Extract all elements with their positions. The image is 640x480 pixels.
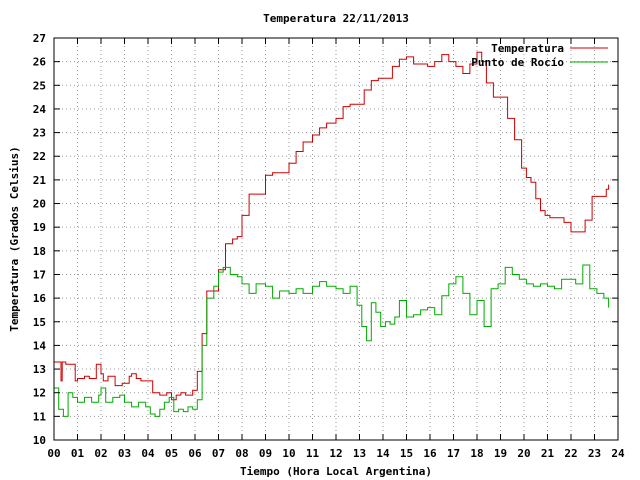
y-axis-label: Temperatura (Grados Celsius) bbox=[8, 146, 21, 331]
y-tick-label: 11 bbox=[33, 410, 47, 423]
legend-label-temperatura: Temperatura bbox=[491, 42, 564, 55]
y-tick-label: 18 bbox=[33, 245, 46, 258]
x-tick-label: 20 bbox=[517, 447, 530, 460]
y-tick-label: 21 bbox=[33, 174, 47, 187]
x-tick-label: 00 bbox=[47, 447, 60, 460]
x-tick-label: 15 bbox=[400, 447, 413, 460]
y-tick-label: 26 bbox=[33, 56, 47, 69]
y-tick-label: 22 bbox=[33, 150, 46, 163]
x-tick-label: 08 bbox=[235, 447, 248, 460]
x-tick-label: 16 bbox=[423, 447, 437, 460]
y-tick-label: 14 bbox=[33, 339, 47, 352]
x-tick-label: 11 bbox=[306, 447, 320, 460]
x-tick-label: 07 bbox=[212, 447, 225, 460]
x-tick-label: 12 bbox=[329, 447, 342, 460]
series-lines bbox=[54, 51, 610, 417]
y-tick-label: 12 bbox=[33, 387, 46, 400]
series-line-punto-de-rocio bbox=[54, 264, 610, 417]
x-tick-label: 01 bbox=[71, 447, 85, 460]
x-tick-label: 22 bbox=[564, 447, 577, 460]
y-tick-label: 20 bbox=[33, 198, 46, 211]
x-tick-label: 17 bbox=[447, 447, 460, 460]
x-tick-label: 06 bbox=[188, 447, 202, 460]
legend-label-punto-de-rocio: Punto de Rocío bbox=[471, 56, 564, 69]
x-tick-label: 13 bbox=[353, 447, 366, 460]
y-tick-label: 16 bbox=[33, 292, 47, 305]
y-tick-label: 13 bbox=[33, 363, 46, 376]
y-tick-label: 23 bbox=[33, 127, 46, 140]
x-tick-label: 24 bbox=[611, 447, 625, 460]
series-line-temperatura bbox=[54, 51, 610, 401]
x-tick-label: 03 bbox=[118, 447, 131, 460]
x-tick-label: 05 bbox=[165, 447, 178, 460]
x-tick-label: 19 bbox=[494, 447, 507, 460]
y-tick-label: 27 bbox=[33, 32, 46, 45]
legend: Temperatura Punto de Rocío bbox=[471, 42, 608, 69]
x-tick-label: 09 bbox=[259, 447, 272, 460]
axis-ticks: 00 01 02 03 04 05 06 07 08 09 10 11 12 13 14 15 16 17 18 19… bbox=[33, 32, 625, 460]
x-tick-label: 04 bbox=[141, 447, 155, 460]
chart-title: Temperatura 22/11/2013 bbox=[263, 12, 409, 25]
y-tick-label: 19 bbox=[33, 221, 46, 234]
x-tick-label: 10 bbox=[282, 447, 295, 460]
y-tick-label: 25 bbox=[33, 79, 46, 92]
y-tick-label: 24 bbox=[33, 103, 47, 116]
x-tick-label: 18 bbox=[470, 447, 483, 460]
y-tick-label: 15 bbox=[33, 316, 46, 329]
x-tick-label: 23 bbox=[588, 447, 601, 460]
x-tick-label: 14 bbox=[376, 447, 390, 460]
y-tick-label: 10 bbox=[33, 434, 46, 447]
x-tick-label: 21 bbox=[541, 447, 555, 460]
grid bbox=[54, 38, 618, 440]
x-tick-label: 02 bbox=[94, 447, 107, 460]
x-axis-label: Tiempo (Hora Local Argentina) bbox=[240, 465, 432, 478]
y-tick-label: 17 bbox=[33, 268, 46, 281]
